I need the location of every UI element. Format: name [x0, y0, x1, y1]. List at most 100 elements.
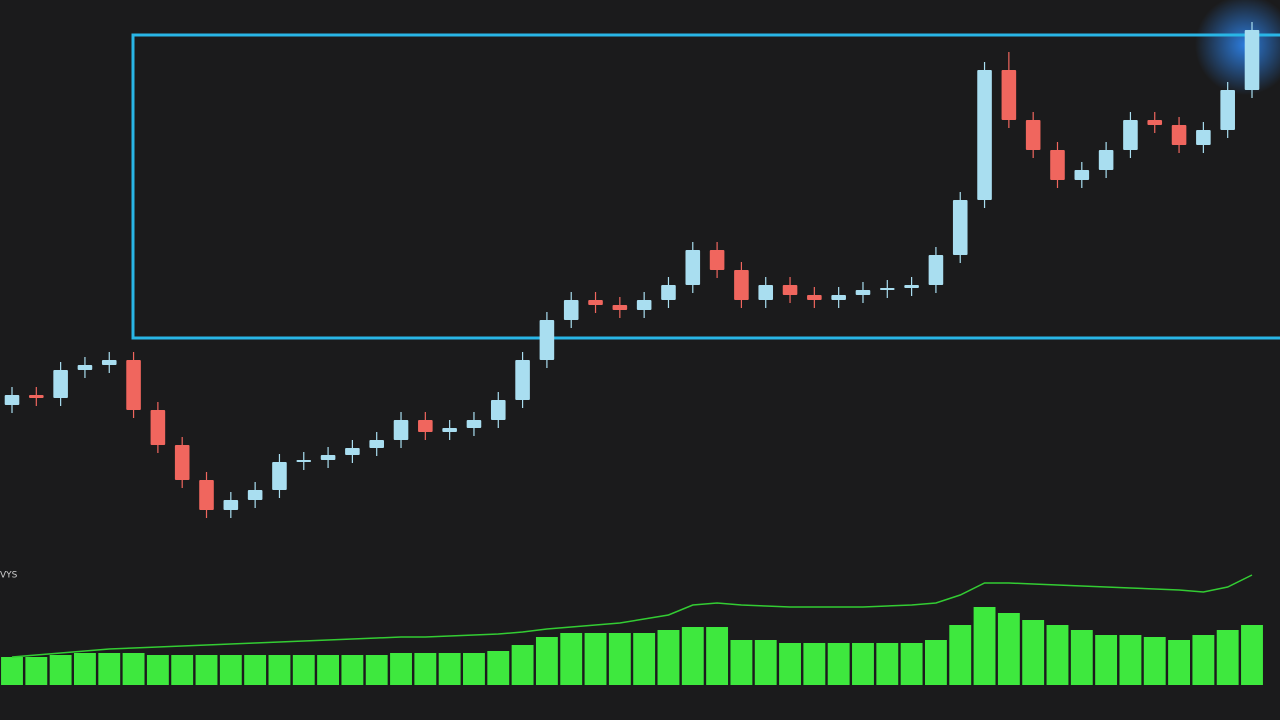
volume-bar [1046, 625, 1069, 685]
volume-bar [706, 627, 729, 685]
volume-bar [25, 657, 48, 685]
volume-bar [949, 625, 972, 685]
candle-body [904, 285, 919, 288]
candle-body [685, 250, 701, 285]
candle-body [1001, 70, 1017, 120]
candle-body [758, 285, 774, 300]
volume-bar [74, 653, 96, 685]
candle-body [880, 288, 895, 290]
volume-bar [535, 637, 558, 685]
volume-bar [924, 640, 947, 685]
candle-body [1196, 130, 1211, 145]
candle-body [77, 365, 93, 370]
volume-bar [49, 655, 72, 685]
candle-body [272, 462, 287, 490]
volume-bar [463, 653, 485, 685]
candle-body [345, 448, 360, 455]
volume-bar [146, 655, 169, 685]
volume-bar [268, 655, 291, 685]
volume-bar [1, 657, 23, 685]
volume-bar [1119, 635, 1142, 685]
candle-body [952, 200, 968, 255]
candle-body [296, 460, 312, 462]
candle-body [563, 300, 579, 320]
volume-bar [681, 627, 704, 685]
candle-body [709, 250, 725, 270]
candle-body [418, 420, 433, 432]
volume-bar [341, 655, 364, 685]
candle-body [53, 370, 68, 398]
candle-body [1147, 120, 1163, 125]
indicator-label: VYS [0, 571, 18, 581]
volume-bar [852, 643, 874, 685]
volume-bar [1022, 620, 1045, 685]
volume-bar [487, 651, 510, 685]
candle-body [174, 445, 190, 480]
volume-bar [171, 655, 194, 685]
average-line [11, 574, 1253, 658]
candle-body [661, 285, 676, 300]
volume-bar [1070, 630, 1093, 685]
volume-bar [365, 655, 388, 685]
candle-body [1220, 90, 1235, 130]
candle-body [782, 285, 798, 295]
volume-bar [560, 633, 583, 685]
candle-body [247, 490, 263, 500]
candle-body [1050, 150, 1065, 180]
candle-body [466, 420, 482, 428]
volume-bar [633, 633, 656, 685]
candle-body [928, 255, 944, 285]
volume-bar [779, 643, 801, 685]
volume-bar [414, 653, 437, 685]
candle-body [1244, 30, 1260, 90]
candle-body [4, 395, 20, 405]
candle-body [29, 395, 44, 398]
candle-body [588, 300, 603, 305]
volume-bar [1143, 637, 1166, 685]
candle-body [831, 295, 846, 300]
candle-body [223, 500, 239, 510]
candle-body [636, 300, 652, 310]
volume-bar [584, 633, 607, 685]
candle-body [977, 70, 992, 200]
candle-body [515, 360, 530, 400]
volume-bar [195, 655, 218, 685]
volume-bar [390, 653, 412, 685]
volume-bar [900, 643, 923, 685]
candle-body [150, 410, 166, 445]
candle-body [490, 400, 506, 420]
volume-bar [511, 645, 534, 685]
volume-bar [1168, 640, 1190, 685]
volume-bar [122, 653, 145, 685]
candle-body [1171, 125, 1187, 145]
volume-bar [608, 633, 631, 685]
volume-bar [317, 655, 340, 685]
volume-bar [730, 640, 753, 685]
volume-bar [244, 655, 267, 685]
candle-body [807, 295, 822, 300]
candle-body [199, 480, 214, 510]
range-box [131, 33, 1280, 340]
candle-body [539, 320, 555, 360]
volume-bar [1095, 635, 1118, 685]
volume-bar [973, 607, 996, 685]
volume-bar [803, 643, 826, 685]
candle-body [855, 290, 871, 295]
volume-bar [876, 643, 899, 685]
volume-bar [997, 613, 1020, 685]
volume-bar [657, 630, 680, 685]
volume-bar [438, 653, 461, 685]
volume-bar [292, 655, 315, 685]
volume-bar [754, 640, 777, 685]
plot [1, 22, 1263, 685]
candle-body [1025, 120, 1041, 150]
candle-body [320, 455, 336, 460]
candle-body [1123, 120, 1138, 150]
volume-bar [827, 643, 850, 685]
volume-bar [1241, 625, 1263, 685]
candle-body [369, 440, 384, 448]
volume-bar [98, 653, 121, 685]
